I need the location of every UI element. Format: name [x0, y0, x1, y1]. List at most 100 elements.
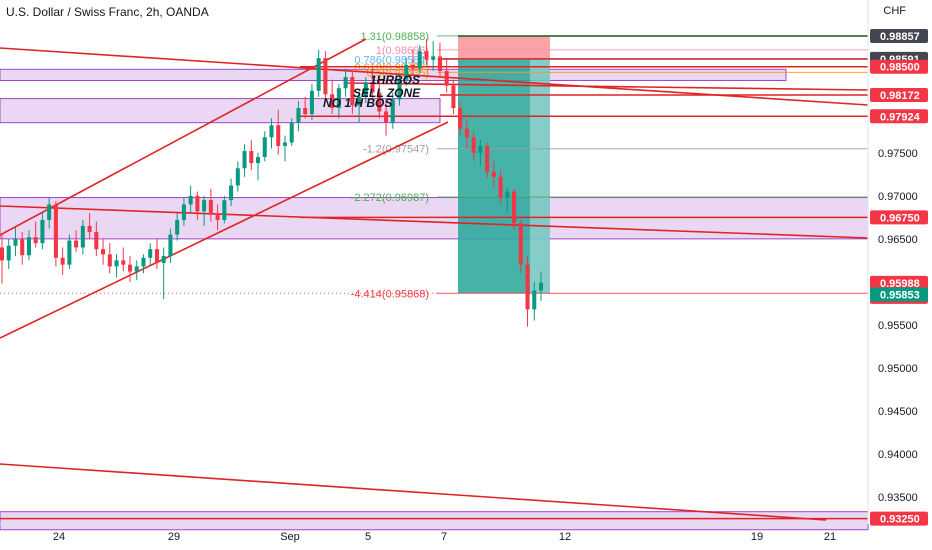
- stop-loss-box: [458, 36, 550, 59]
- chart-annotation: 1HRBOS: [370, 73, 420, 87]
- candle-body: [269, 125, 274, 138]
- trend-line: [0, 38, 367, 236]
- candle-body: [505, 191, 510, 198]
- candle-body: [134, 266, 139, 272]
- candle-body: [121, 260, 126, 265]
- candle-body: [458, 108, 463, 129]
- fib-level-label: -2.272(0.96987): [351, 192, 429, 204]
- candle-body: [94, 231, 99, 250]
- candle-body: [330, 94, 335, 109]
- price-tag-label: 0.98857: [880, 31, 920, 43]
- price-tag-label: 0.98500: [880, 62, 920, 74]
- price-axis-tick: 0.96500: [878, 234, 918, 246]
- trend-line: [0, 121, 449, 339]
- candle-body: [478, 145, 483, 153]
- candle-body: [53, 204, 58, 258]
- candle-body: [242, 151, 247, 169]
- candle-body: [417, 51, 422, 69]
- candle-body: [518, 223, 523, 265]
- candle-body: [471, 137, 476, 153]
- candle-body: [296, 108, 301, 123]
- time-axis-tick: 24: [53, 531, 65, 543]
- time-axis-tick: Sep: [280, 531, 300, 543]
- candle-body: [188, 195, 193, 205]
- price-tag-label: 0.98172: [880, 90, 920, 102]
- candle-body: [127, 264, 133, 272]
- candle-body: [350, 77, 355, 106]
- candle-body: [20, 238, 25, 256]
- candle-body: [202, 200, 207, 212]
- candle-body: [357, 96, 362, 106]
- candle-body: [370, 82, 375, 93]
- price-axis-tick: 0.95000: [878, 363, 918, 375]
- price-tag-label: 0.95988: [880, 278, 920, 290]
- candle-body: [390, 99, 395, 123]
- candle-body: [222, 200, 227, 220]
- candle-body: [437, 56, 442, 72]
- fib-level-label: 0.786(0.98584): [354, 54, 429, 66]
- candle-body: [74, 240, 79, 248]
- candle-body: [249, 151, 254, 164]
- supply-demand-zone: [0, 98, 441, 124]
- candle-body: [26, 237, 31, 256]
- candle-body: [485, 145, 490, 172]
- price-tag-label: 0.97924: [880, 111, 921, 123]
- candle-body: [404, 65, 409, 80]
- chart-annotation: SELL ZONE: [353, 86, 421, 100]
- chart-annotation: NO 1 H BOS: [323, 96, 392, 110]
- candle-body: [323, 58, 328, 95]
- price-tag: [870, 109, 928, 124]
- candle-body: [195, 195, 200, 212]
- fib-level-label: 1(0.98696): [376, 45, 429, 57]
- time-axis-tick: 12: [559, 531, 571, 543]
- trend-line: [0, 47, 869, 106]
- price-tag: [870, 287, 928, 302]
- candle-body: [13, 238, 18, 246]
- trend-line: [344, 82, 869, 91]
- price-axis-tick: 0.97000: [878, 191, 918, 203]
- trend-line: [0, 205, 869, 239]
- price-axis-tick: 0.93500: [878, 492, 918, 504]
- candle-body: [282, 142, 287, 146]
- candle-body: [208, 200, 213, 215]
- price-tag-label: 0.96750: [880, 212, 920, 224]
- price-tag: [870, 59, 928, 74]
- time-axis-tick: 29: [168, 531, 180, 543]
- candle-body: [303, 108, 308, 115]
- price-tag-label: 0.93250: [880, 514, 920, 526]
- price-axis-tick: 0.94000: [878, 449, 918, 461]
- take-profit-box: [458, 58, 550, 294]
- supply-demand-zone: [0, 68, 787, 81]
- time-axis-tick: 21: [824, 531, 836, 543]
- candle-body: [256, 157, 261, 164]
- price-tag: [870, 210, 928, 225]
- time-axis-tick: 5: [365, 531, 371, 543]
- candle-body: [80, 225, 85, 248]
- candle-body: [512, 191, 517, 224]
- fib-level-label: -4.414(0.95868): [351, 288, 429, 300]
- trend-line: [0, 463, 827, 521]
- candle-body: [215, 214, 220, 220]
- candle-body: [0, 247, 5, 261]
- candle-body: [316, 58, 321, 91]
- price-tag: [870, 87, 928, 102]
- price-tag-label: 0.95853: [880, 290, 920, 302]
- candle-body: [451, 85, 456, 109]
- candle-body: [289, 122, 294, 143]
- candle-body: [107, 254, 112, 267]
- candle-body: [525, 264, 530, 310]
- candle-body: [384, 111, 389, 123]
- price-axis-tick: 0.97500: [878, 148, 918, 160]
- candle-body: [114, 260, 119, 267]
- time-axis-tick: 19: [751, 531, 763, 543]
- candle-body: [47, 204, 52, 220]
- candle-body: [40, 219, 45, 244]
- candle-body: [464, 128, 469, 138]
- fib-level-label: 1.31(0.98858): [361, 31, 430, 43]
- price-axis-tick: 0.95500: [878, 320, 918, 332]
- take-profit-box-tail: [530, 58, 550, 294]
- candle-body: [154, 249, 159, 263]
- candle-body: [343, 77, 348, 89]
- candle-body: [148, 249, 153, 258]
